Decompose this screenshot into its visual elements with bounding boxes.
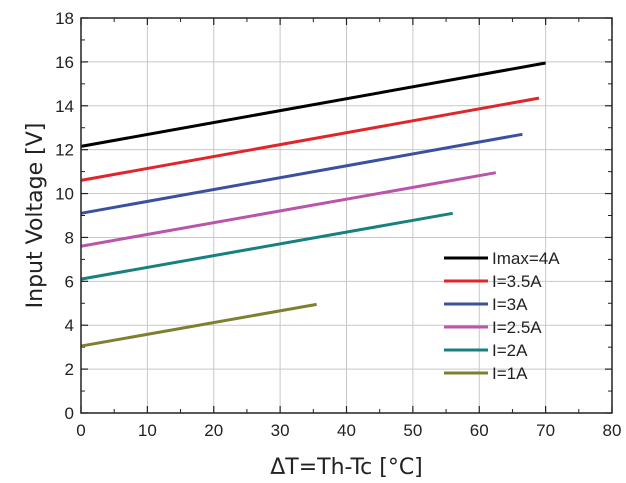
y-tick-label: 12 xyxy=(55,141,74,160)
x-tick-label: 80 xyxy=(603,421,622,440)
x-tick-label: 40 xyxy=(337,421,356,440)
x-axis-title: ΔT=Th-Tc [°C] xyxy=(270,455,423,480)
series-line xyxy=(80,302,317,348)
x-tick-label: 30 xyxy=(271,421,290,440)
series-line xyxy=(80,171,497,248)
legend-label: I=3.5A xyxy=(492,272,542,291)
x-tick-label: 10 xyxy=(138,421,157,440)
x-tick-label: 60 xyxy=(470,421,489,440)
series-lines xyxy=(80,61,546,348)
x-tick-labels: 0 10 20 30 40 50 60 70 80 xyxy=(76,421,621,440)
y-tick-label: 0 xyxy=(65,404,74,423)
legend-label: I=2.5A xyxy=(492,318,542,337)
y-tick-label: 2 xyxy=(65,360,74,379)
legend-label: I=1A xyxy=(492,364,528,383)
y-tick-label: 18 xyxy=(55,9,74,28)
x-tick-label: 70 xyxy=(536,421,555,440)
grid xyxy=(81,18,612,413)
y-tick-label: 6 xyxy=(65,272,74,291)
legend-label: Imax=4A xyxy=(492,249,560,268)
series-line xyxy=(80,61,546,148)
legend-label: I=3A xyxy=(492,295,528,314)
y-tick-label: 10 xyxy=(55,185,74,204)
legend-label: I=2A xyxy=(492,341,528,360)
series-line xyxy=(80,132,523,215)
y-tick-label: 14 xyxy=(55,97,74,116)
y-tick-labels: 0 2 4 6 8 10 12 14 16 18 xyxy=(55,9,74,423)
legend: Imax=4A I=3.5A I=3A I=2.5A I=2A I=1A xyxy=(444,249,560,383)
y-tick-label: 8 xyxy=(65,228,74,247)
series-line xyxy=(80,211,453,281)
x-tick-label: 50 xyxy=(403,421,422,440)
y-axis-title: Input Voltage [V] xyxy=(23,123,48,309)
y-tick-label: 16 xyxy=(55,53,74,72)
plot-frame xyxy=(80,17,613,414)
x-tick-label: 20 xyxy=(204,421,223,440)
series-line xyxy=(80,96,540,182)
x-tick-label: 0 xyxy=(76,421,85,440)
y-tick-label: 4 xyxy=(65,316,74,335)
